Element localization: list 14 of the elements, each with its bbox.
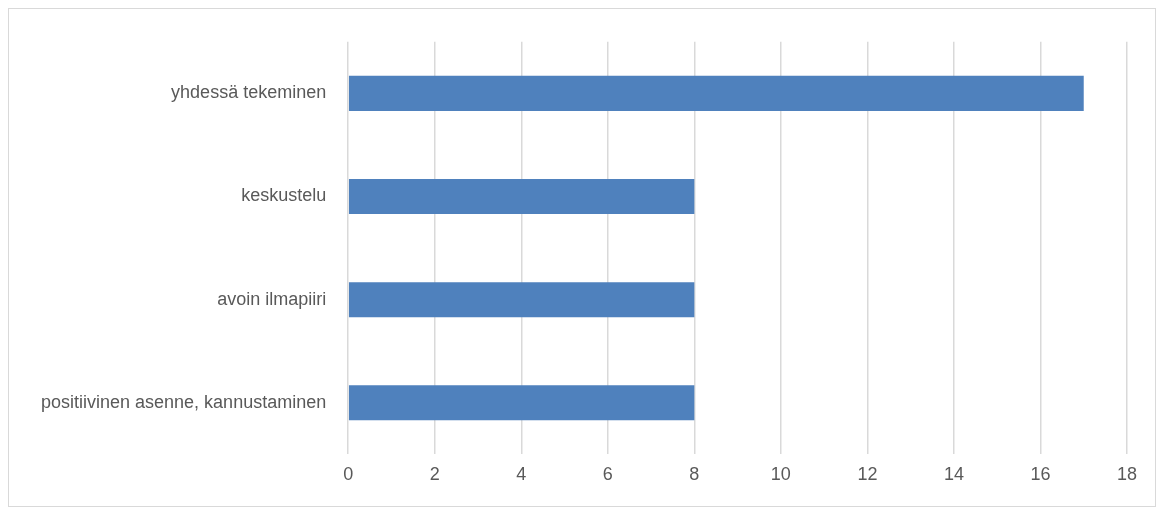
x-tick-label: 4 (516, 464, 527, 485)
x-tick-label: 2 (429, 464, 440, 485)
x-tick-label: 12 (857, 464, 878, 485)
y-tick-label: positiivinen asenne, kannustaminen (41, 391, 327, 412)
x-tick-label: 16 (1030, 464, 1051, 485)
x-tick-label: 6 (602, 464, 613, 485)
y-tick-label: yhdessä tekeminen (171, 82, 327, 103)
x-tick-label: 0 (343, 464, 354, 485)
y-tick-label: avoin ilmapiiri (217, 288, 327, 309)
x-tick-label: 18 (1116, 464, 1138, 485)
x-tick-label: 14 (943, 464, 964, 485)
x-tick-label: 8 (689, 464, 700, 485)
x-tick-label: 10 (770, 464, 791, 485)
y-tick-label: keskustelu (241, 185, 327, 206)
